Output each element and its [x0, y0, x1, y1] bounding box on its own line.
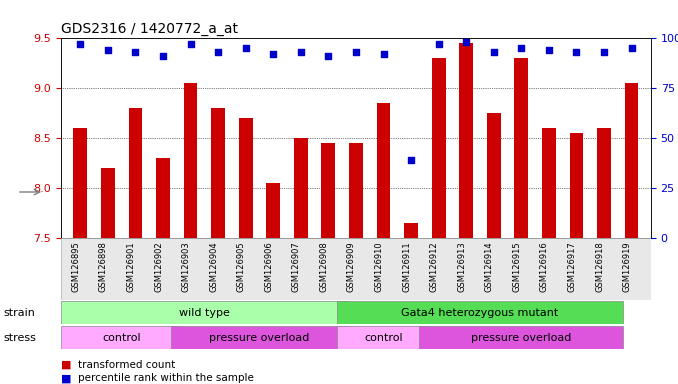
Point — [488, 49, 499, 55]
Text: GSM126907: GSM126907 — [292, 241, 301, 292]
Bar — [172, 326, 348, 349]
Bar — [376, 103, 391, 238]
Bar — [61, 301, 348, 324]
Text: pressure overload: pressure overload — [210, 333, 310, 343]
Text: stress: stress — [3, 333, 36, 343]
Text: control: control — [102, 333, 141, 343]
Point — [323, 53, 334, 60]
Text: GSM126916: GSM126916 — [540, 241, 549, 292]
Point — [571, 49, 582, 55]
FancyBboxPatch shape — [61, 238, 651, 300]
Bar — [184, 83, 197, 238]
Bar — [515, 58, 528, 238]
Point — [130, 49, 141, 55]
Bar — [570, 133, 583, 238]
Text: ■: ■ — [61, 360, 71, 370]
Point — [516, 45, 527, 51]
Text: Gata4 heterozygous mutant: Gata4 heterozygous mutant — [401, 308, 559, 318]
Text: control: control — [364, 333, 403, 343]
Bar — [266, 183, 280, 238]
Bar — [542, 128, 556, 238]
Point — [461, 39, 472, 45]
Point — [157, 53, 168, 60]
Bar — [239, 118, 253, 238]
Point — [75, 41, 85, 48]
Point — [102, 47, 113, 53]
Bar — [321, 143, 336, 238]
Point — [626, 45, 637, 51]
Point — [405, 157, 416, 163]
Bar — [73, 128, 87, 238]
Text: GSM126912: GSM126912 — [430, 241, 439, 292]
Bar — [420, 326, 623, 349]
Text: GSM126910: GSM126910 — [374, 241, 384, 292]
Bar — [129, 108, 142, 238]
Point — [378, 51, 389, 58]
Bar — [459, 43, 473, 238]
Text: GSM126911: GSM126911 — [402, 241, 411, 292]
Text: GDS2316 / 1420772_a_at: GDS2316 / 1420772_a_at — [61, 22, 238, 36]
Text: GSM126905: GSM126905 — [237, 241, 245, 292]
Text: GSM126918: GSM126918 — [595, 241, 604, 292]
Text: GSM126919: GSM126919 — [622, 241, 632, 292]
Text: GSM126895: GSM126895 — [71, 241, 80, 292]
Text: GSM126904: GSM126904 — [209, 241, 218, 292]
Text: strain: strain — [3, 308, 35, 318]
Text: GSM126903: GSM126903 — [182, 241, 191, 292]
Bar — [294, 138, 308, 238]
Text: GSM126913: GSM126913 — [457, 241, 466, 292]
Text: percentile rank within the sample: percentile rank within the sample — [78, 373, 254, 383]
Text: GSM126909: GSM126909 — [347, 241, 356, 292]
Bar — [212, 108, 225, 238]
Point — [213, 49, 224, 55]
Bar — [337, 326, 431, 349]
Point — [544, 47, 555, 53]
Point — [433, 41, 444, 48]
Text: GSM126906: GSM126906 — [264, 241, 273, 292]
Bar — [337, 301, 623, 324]
Point — [240, 45, 251, 51]
Bar — [624, 83, 639, 238]
Text: GSM126902: GSM126902 — [154, 241, 163, 292]
Bar — [156, 158, 170, 238]
Point — [268, 51, 279, 58]
Point — [296, 49, 306, 55]
Text: ■: ■ — [61, 373, 71, 383]
Text: transformed count: transformed count — [78, 360, 175, 370]
Text: GSM126898: GSM126898 — [99, 241, 108, 292]
Bar — [432, 58, 445, 238]
Text: GSM126914: GSM126914 — [485, 241, 494, 292]
Text: GSM126917: GSM126917 — [567, 241, 576, 292]
Text: GSM126915: GSM126915 — [513, 241, 521, 292]
Point — [185, 41, 196, 48]
Text: GSM126908: GSM126908 — [319, 241, 328, 292]
Text: wild type: wild type — [179, 308, 230, 318]
Bar — [487, 113, 500, 238]
Point — [599, 49, 610, 55]
Text: pressure overload: pressure overload — [471, 333, 572, 343]
Bar — [597, 128, 611, 238]
Bar — [61, 326, 182, 349]
Bar — [349, 143, 363, 238]
Text: GSM126901: GSM126901 — [126, 241, 136, 292]
Bar — [101, 168, 115, 238]
Bar — [404, 223, 418, 238]
Point — [351, 49, 361, 55]
